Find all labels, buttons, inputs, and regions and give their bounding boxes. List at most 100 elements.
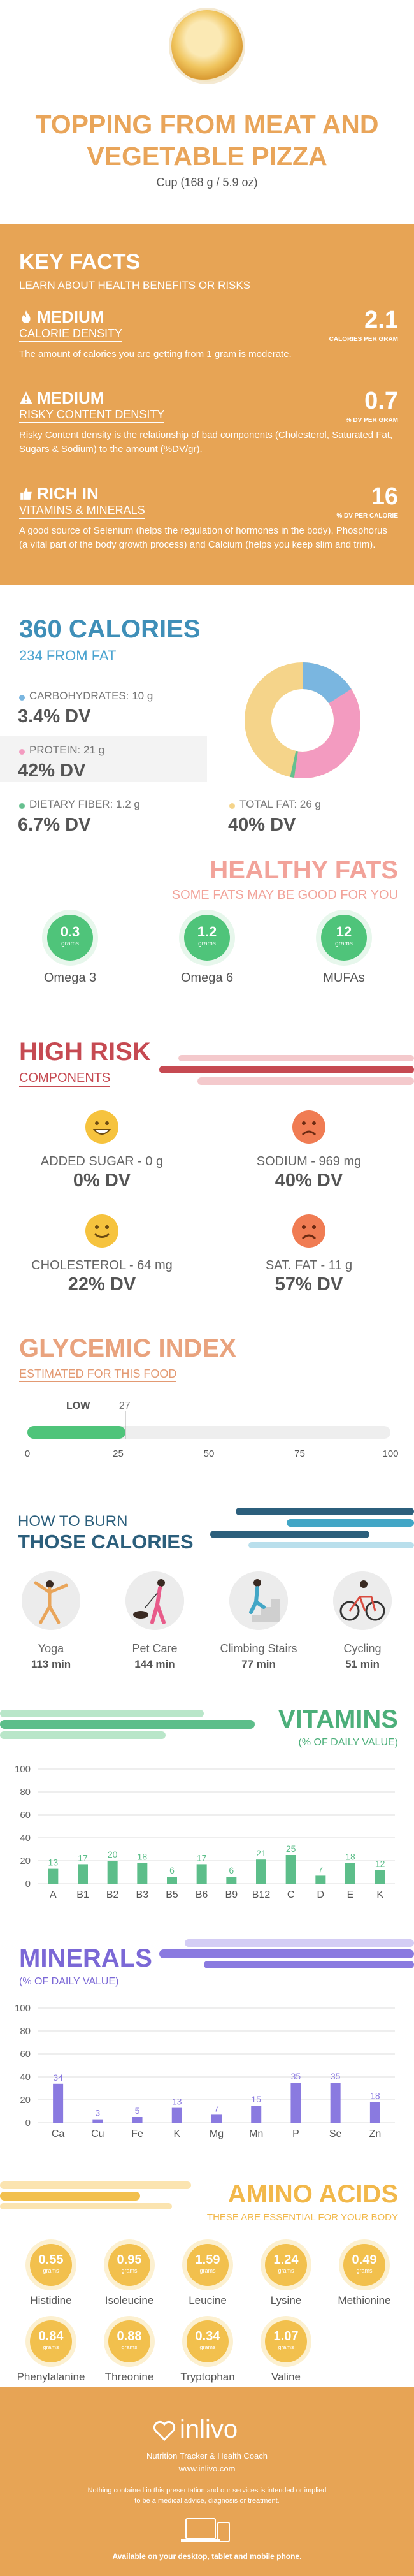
activity-minutes: 113 min	[31, 1658, 71, 1670]
amino-unit: grams	[43, 2267, 59, 2274]
glycemic-subtitle: ESTIMATED FOR THIS FOOD	[19, 1367, 177, 1382]
macro-carbohydrates: CARBOHYDRATES: 10 g 3.4% DV	[0, 682, 191, 728]
glycemic-value: 27	[119, 1401, 131, 1411]
activity-name: Climbing Stairs	[220, 1642, 297, 1655]
fact-value: 0.7	[364, 388, 398, 414]
x-tick-label: P	[292, 2128, 299, 2139]
bar	[132, 2117, 143, 2123]
minerals-section: MINERALS (% OF DAILY VALUE) 0 20 40 60 80 100…	[0, 1938, 414, 2174]
x-tick-label: D	[317, 1889, 325, 1900]
glycemic-title: GLYCEMIC INDEX	[19, 1334, 236, 1362]
activity-climbing-stairs: Climbing Stairs 77 min	[214, 1571, 303, 1671]
minerals-bar-chart: 0 20 40 60 80 100 34 Ca 3 Cu 5 Fe 13 K 7 Mg 15 Mn 35 P 35 Se 1…	[15, 2003, 395, 2139]
glycemic-level: LOW	[66, 1401, 90, 1411]
y-tick-label: 0	[25, 1879, 31, 1889]
bar	[78, 1864, 88, 1884]
amino-unit: grams	[121, 2344, 138, 2350]
fact-description: Risky Content density is the relationshi…	[19, 430, 393, 455]
amino-acid-isoleucine: 0.95 grams Isoleucine	[91, 2244, 168, 2307]
bar	[375, 1870, 385, 1884]
fat-name: Omega 3	[43, 971, 97, 985]
fat-unit: grams	[335, 940, 353, 947]
fact-calorie-density: MEDIUM CALORIE DENSITY 2.1 CALORIES PER …	[19, 307, 398, 361]
high-risk-subtitle: COMPONENTS	[19, 1071, 111, 1087]
bar-value-label: 18	[345, 1852, 355, 1862]
warning-icon	[20, 391, 32, 404]
calories-from-fat: 234 FROM FAT	[19, 648, 117, 664]
bar-value-label: 34	[53, 2072, 63, 2083]
glycemic-tick-label: 0	[25, 1448, 30, 1459]
bar	[137, 1863, 148, 1884]
y-tick-label: 60	[20, 1810, 31, 1821]
bar-value-label: 25	[286, 1844, 296, 1854]
y-tick-label: 0	[25, 2118, 31, 2128]
bar-value-label: 7	[318, 1864, 323, 1874]
happy-face-icon	[85, 1214, 118, 1248]
key-facts-subtitle: LEARN ABOUT HEALTH BENEFITS OR RISKS	[19, 279, 251, 291]
healthy-fats-subtitle: SOME FATS MAY BE GOOD FOR YOU	[171, 888, 398, 902]
risk-sat-fat: SAT. FAT - 11 g 57% DV	[213, 1213, 404, 1295]
decorative-stripes	[159, 1055, 414, 1085]
food-image	[169, 8, 245, 84]
yoga-icon	[22, 1571, 80, 1630]
bar-value-label: 7	[214, 2103, 219, 2113]
fact-level: MEDIUM	[37, 388, 104, 407]
amino-acid-phenylalanine: 0.84 grams Phenylalanine	[13, 2320, 89, 2383]
title-line-1: TOPPING FROM MEAT AND	[35, 110, 379, 139]
fact-risky-content: MEDIUM RISKY CONTENT DENSITY 0.7 % DV PE…	[19, 388, 398, 456]
footer-url[interactable]: www.inlivo.com	[178, 2464, 236, 2473]
header: TOPPING FROM MEAT AND VEGETABLE PIZZA Cu…	[0, 0, 414, 210]
amino-value: 0.55	[38, 2253, 64, 2267]
glycemic-tick-label: 75	[294, 1448, 305, 1459]
bar-value-label: 3	[95, 2108, 100, 2118]
glycemic-tick-label: 25	[113, 1448, 124, 1459]
x-tick-label: K	[173, 2128, 180, 2139]
fact-category: VITAMINS & MINERALS	[19, 504, 145, 519]
x-tick-label: B12	[252, 1889, 271, 1900]
bar-value-label: 13	[172, 2097, 182, 2107]
risk-dv: 57% DV	[275, 1274, 343, 1295]
macro-label: CARBOHYDRATES: 10 g	[29, 690, 153, 702]
x-tick-label: B2	[106, 1889, 119, 1900]
glycemic-fill	[27, 1426, 125, 1439]
footer-disclaimer-1: Nothing contained in this presentation a…	[87, 2487, 327, 2494]
bar	[345, 1863, 355, 1884]
amino-name: Lysine	[270, 2294, 302, 2306]
fire-icon	[22, 310, 31, 323]
amino-value: 1.24	[273, 2253, 299, 2267]
minerals-title: MINERALS	[19, 1944, 152, 1972]
brand-logo: inlivo	[180, 2415, 238, 2443]
fact-unit: % DV PER CALORIE	[336, 513, 398, 520]
stairs-icon	[229, 1571, 288, 1630]
high-risk-title: HIGH RISK	[19, 1038, 151, 1066]
bar	[369, 2102, 380, 2123]
x-tick-label: E	[347, 1889, 354, 1900]
bar-value-label: 21	[256, 1848, 266, 1858]
activity-yoga: Yoga 113 min	[6, 1571, 96, 1671]
fat-mufas: 12 grams MUFAs	[303, 915, 385, 986]
macro-label: TOTAL FAT: 26 g	[239, 798, 321, 810]
donut-carbohydrates	[245, 662, 360, 778]
amino-acid-tryptophan: 0.34 grams Tryptophan	[169, 2320, 246, 2383]
key-facts-title: KEY FACTS	[19, 250, 141, 274]
amino-acid-leucine: 1.59 grams Leucine	[169, 2244, 246, 2307]
amino-acid-threonine: 0.88 grams Threonine	[91, 2320, 168, 2383]
macro-dv: 6.7% DV	[18, 815, 91, 835]
bar	[290, 2083, 301, 2123]
y-tick-label: 100	[15, 2003, 31, 2014]
sad-face-icon	[292, 1110, 325, 1144]
footer: inlivo Nutrition Tracker & Health Coach …	[0, 2387, 414, 2576]
bar	[285, 1855, 296, 1884]
fact-description: A good source of Selenium (helps the reg…	[19, 525, 387, 550]
risk-sodium: SODIUM - 969 mg 40% DV	[213, 1109, 404, 1191]
fact-level: MEDIUM	[37, 307, 104, 326]
decorative-stripes	[0, 2181, 191, 2209]
fat-omega3: 0.3 grams Omega 3	[29, 915, 111, 986]
bar	[251, 2106, 262, 2123]
fat-value: 0.3	[60, 924, 80, 940]
macro-dv: 3.4% DV	[18, 706, 91, 727]
amino-name: Tryptophan	[180, 2371, 235, 2383]
x-tick-label: Mn	[249, 2128, 263, 2139]
bar-value-label: 35	[291, 2071, 301, 2081]
x-tick-label: A	[50, 1889, 57, 1900]
